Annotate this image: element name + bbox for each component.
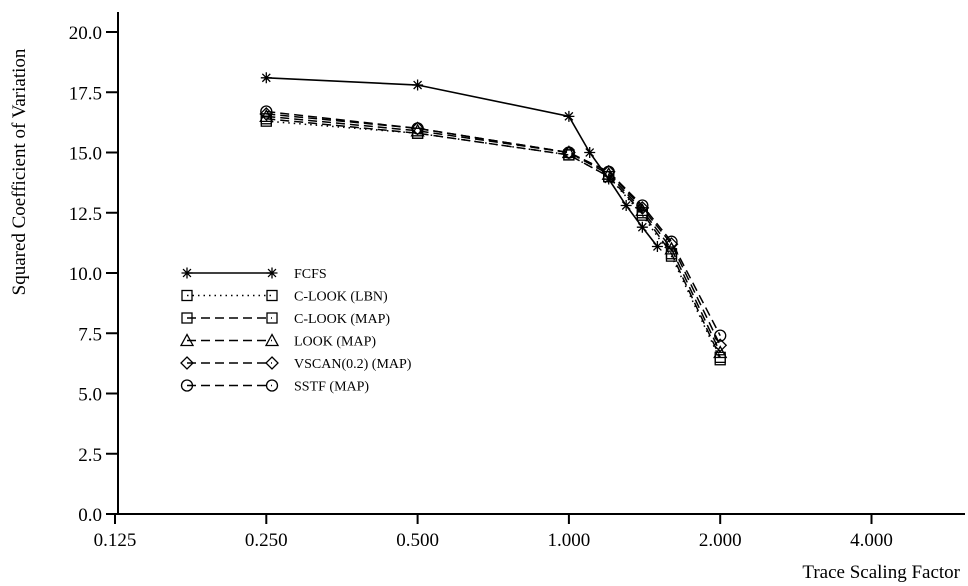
series-6 (260, 105, 727, 342)
legend-entry: C-LOOK (MAP) (181, 312, 390, 327)
data-point-asterisk (181, 267, 193, 279)
data-point-circle (665, 235, 678, 248)
data-point-circle (180, 379, 194, 392)
series-line (266, 120, 721, 361)
data-point-asterisk (584, 147, 596, 158)
data-point-square (181, 289, 193, 302)
y-axis-title: Squared Coefficient of Variation (9, 48, 30, 295)
y-tick-label: 12.5 (69, 204, 102, 225)
data-point-asterisk (620, 200, 632, 212)
legend-label: C-LOOK (LBN) (294, 290, 388, 305)
y-tick-label: 2.5 (78, 445, 102, 466)
x-tick-label: 2.000 (699, 530, 742, 551)
legend-entry: SSTF (MAP) (180, 379, 369, 395)
series-line (266, 115, 721, 353)
data-point-circle (636, 199, 649, 212)
x-tick-label: 0.125 (94, 530, 137, 551)
data-point-circle (411, 122, 424, 135)
x-tick-label: 4.000 (850, 530, 893, 551)
x-axis-title: Trace Scaling Factor (802, 562, 960, 583)
series-1 (260, 72, 663, 252)
data-point-asterisk (651, 240, 663, 252)
data-point-asterisk (260, 72, 272, 84)
data-point-asterisk (412, 79, 424, 91)
legend-label: VSCAN(0.2) (MAP) (294, 357, 412, 372)
data-point-diamond (180, 356, 194, 370)
y-tick-label: 20.0 (69, 23, 102, 44)
legend-label: SSTF (MAP) (294, 380, 369, 395)
legend: FCFS C-LOOK (LBN) C-LOOK (MAP) LOOK (MAP) VS… (179, 267, 412, 395)
legend-entry: FCFS (181, 267, 327, 282)
data-point-triangle (713, 345, 728, 359)
data-point-diamond (664, 237, 679, 251)
data-point-square (266, 312, 278, 324)
legend-entry: VSCAN(0.2) (MAP) (180, 356, 412, 372)
data-point-asterisk (563, 110, 575, 122)
data-point-square (181, 312, 193, 324)
y-tick-label: 10.0 (69, 264, 102, 285)
legend-label: C-LOOK (MAP) (294, 312, 390, 327)
legend-entry: C-LOOK (LBN) (181, 289, 388, 305)
data-point-triangle (264, 333, 280, 347)
x-tick-label: 1.000 (548, 530, 591, 551)
x-tick-label: 0.250 (245, 530, 288, 551)
data-point-asterisk (266, 267, 278, 279)
data-point-diamond (713, 338, 728, 353)
y-tick-label: 17.5 (69, 83, 102, 104)
series-2 (260, 115, 726, 366)
x-tick-label: 0.500 (396, 530, 439, 551)
legend-label: LOOK (MAP) (294, 335, 376, 350)
data-point-circle (260, 105, 273, 118)
legend-label: FCFS (294, 267, 327, 282)
data-point-circle (562, 146, 576, 159)
data-point-triangle (179, 333, 195, 347)
y-tick-label: 0.0 (78, 505, 102, 526)
data-point-circle (714, 329, 727, 342)
data-point-asterisk (636, 221, 648, 233)
axes: 0.0 2.5 5.0 7.5 10.0 12.5 15.0 17.5 20.0 0.125 0.2… (69, 12, 965, 551)
y-tick-label: 5.0 (78, 385, 102, 406)
legend-entry: LOOK (MAP) (179, 333, 376, 350)
data-point-circle (602, 165, 615, 178)
data-point-square (266, 289, 278, 302)
data-point-triangle (601, 166, 616, 180)
series-line (266, 76, 659, 247)
y-tick-label: 15.0 (69, 144, 102, 165)
data-point-diamond (265, 356, 279, 370)
y-tick-label: 7.5 (78, 324, 102, 345)
data-point-diamond (635, 201, 650, 215)
plot-area (259, 72, 728, 366)
data-point-triangle (410, 123, 425, 137)
data-point-circle (265, 379, 279, 392)
